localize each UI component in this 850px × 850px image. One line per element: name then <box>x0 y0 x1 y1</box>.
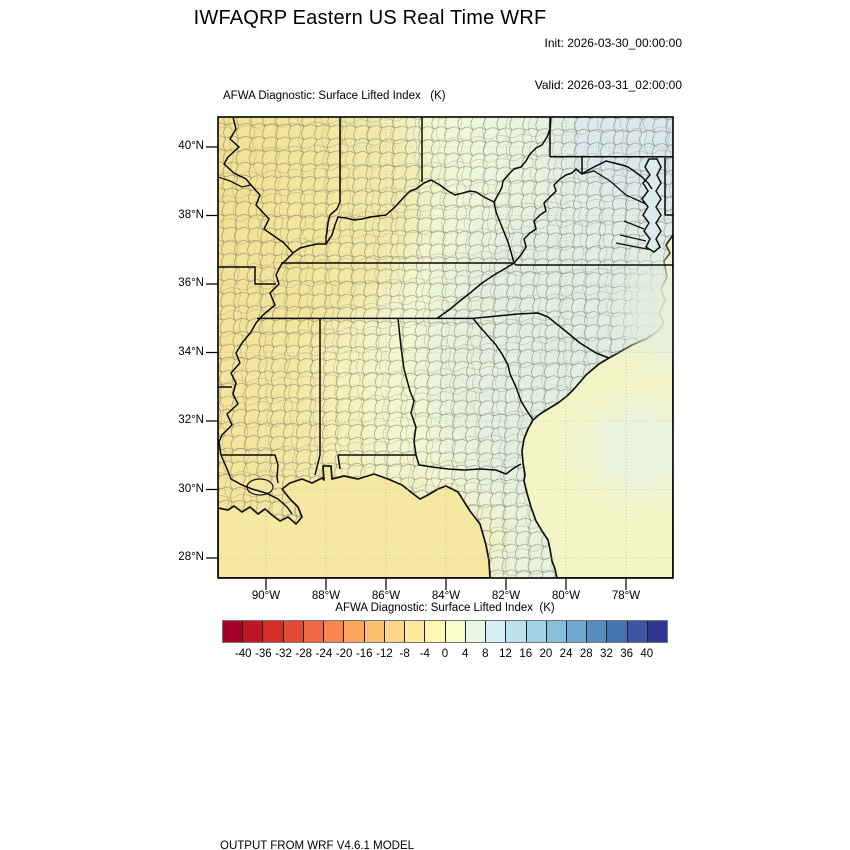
x-tick-label: 82°W <box>491 590 521 602</box>
y-tick-label: 36°N <box>178 277 204 289</box>
colorbar-tick-label: 16 <box>519 648 533 660</box>
valid-time-label: Valid: 2026-03-31_02:00:00 <box>534 78 682 92</box>
colorbar-cell <box>566 621 588 642</box>
colorbar-tick-label: -32 <box>275 648 292 660</box>
colorbar-cell <box>486 621 507 642</box>
ocean-shading <box>588 257 673 492</box>
colorbar-cell <box>384 621 406 642</box>
colorbar-tick-label: 28 <box>579 648 593 660</box>
colorbar-tick-label: -40 <box>234 648 252 660</box>
colorbar-tick-label: 40 <box>640 648 654 660</box>
page-title: IWFAQRP Eastern US Real Time WRF <box>193 7 547 29</box>
colorbar-tick-label: 8 <box>482 648 489 660</box>
colorbar-cell <box>647 621 668 642</box>
colorbar-tick-label: 4 <box>461 648 469 660</box>
colorbar-tick-label: 12 <box>499 648 512 660</box>
model-info-line1: OUTPUT FROM WRF V4.6.1 MODEL <box>220 840 415 850</box>
colorbar-cell <box>587 621 608 642</box>
colorbar-cell <box>607 621 628 642</box>
colorbar-tick-label: 20 <box>539 648 553 660</box>
colorbar-tick-label: -12 <box>376 648 393 660</box>
colorbar-cell <box>506 621 527 642</box>
colorbar-cell <box>324 621 345 642</box>
x-tick-label: 88°W <box>311 590 341 602</box>
model-info-block: OUTPUT FROM WRF V4.6.1 MODEL WE = 1000 ;… <box>220 811 695 850</box>
colorbar-tick-label: -16 <box>355 648 373 660</box>
colorbar-cell <box>627 621 648 642</box>
x-tick-label: 86°W <box>371 590 401 602</box>
colorbar-cell <box>405 621 426 642</box>
colorbar-cell <box>263 621 284 642</box>
weather-map-svg <box>206 116 674 590</box>
colorbar-tick-label: -4 <box>419 648 430 660</box>
colorbar-cell <box>445 621 466 642</box>
colorbar-tick-label: 0 <box>441 648 449 660</box>
map-panel <box>206 116 674 590</box>
colorbar-tick-label: 24 <box>559 648 573 660</box>
colorbar-tick-label: 36 <box>620 648 634 660</box>
y-tick-label: 34°N <box>178 346 204 358</box>
colorbar-tick-label: -8 <box>399 648 410 660</box>
colorbar-cell <box>465 621 487 642</box>
colorbar-title: AFWA Diagnostic: Surface Lifted Index (K… <box>335 602 555 614</box>
x-tick-label: 84°W <box>431 590 461 602</box>
colorbar-cell <box>344 621 365 642</box>
x-tick-label: 80°W <box>551 590 581 602</box>
colorbar-cell <box>283 621 304 642</box>
estuary-lines <box>218 170 653 251</box>
colorbar-tick-label: -20 <box>335 648 353 660</box>
colorbar-cell <box>223 621 244 642</box>
colorbar-cell <box>303 621 325 642</box>
colorbar-tick-label: -36 <box>255 648 272 660</box>
y-tick-label: 30°N <box>178 483 204 495</box>
init-time-label: Init: 2026-03-30_00:00:00 <box>544 36 682 50</box>
x-tick-label: 78°W <box>611 590 641 602</box>
colorbar-cell <box>546 621 567 642</box>
colorbar-cell <box>364 621 385 642</box>
colorbar-tick-label: -24 <box>315 648 333 660</box>
gulf-of-mexico <box>218 465 491 578</box>
run-time-block: Init: 2026-03-30_00:00:00 Valid: 2026-03… <box>535 8 682 120</box>
x-tick-label: 90°W <box>251 590 281 602</box>
colorbar-cell <box>243 621 264 642</box>
colorbar <box>222 620 668 643</box>
map-title: AFWA Diagnostic: Surface Lifted Index (K… <box>223 90 446 102</box>
lake-pontchartrain <box>246 478 274 496</box>
colorbar-labels: -40 -36 -32 -28 -24 -20 -16 -12 -8 -4 0 4 8 12 16 20 24 2… <box>223 647 667 661</box>
colorbar-cell <box>526 621 547 642</box>
colorbar-tick-label: 32 <box>600 648 613 660</box>
colorbar-tick-label: -28 <box>295 648 313 660</box>
y-tick-label: 28°N <box>178 551 204 563</box>
axis-ticks <box>206 146 627 590</box>
y-tick-label: 38°N <box>178 209 204 221</box>
y-tick-label: 40°N <box>178 140 204 152</box>
colorbar-cell <box>425 621 446 642</box>
state-borders <box>218 117 673 515</box>
y-tick-label: 32°N <box>178 414 204 426</box>
